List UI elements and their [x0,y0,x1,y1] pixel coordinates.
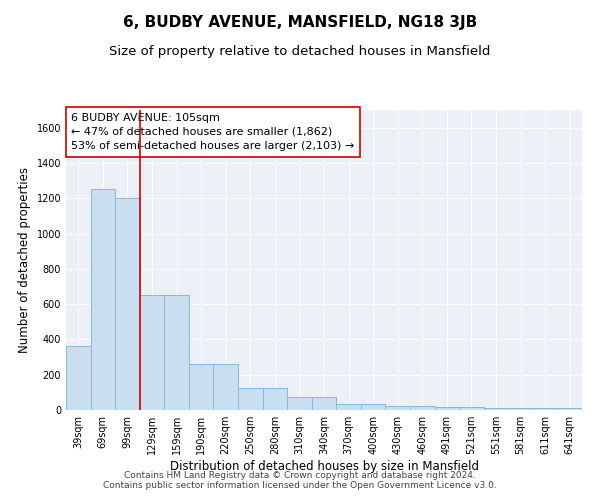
Bar [91,190,115,410]
Bar [189,364,214,410]
Bar [238,388,263,410]
Text: Contains HM Land Registry data © Crown copyright and database right 2024.
Contai: Contains HM Land Registry data © Crown c… [103,470,497,490]
Bar [287,397,312,410]
Bar [459,408,484,410]
Bar [312,397,336,410]
Bar [140,296,164,410]
Bar [410,406,434,410]
Bar [66,346,91,410]
Bar [434,408,459,410]
Bar [263,388,287,410]
Text: 6, BUDBY AVENUE, MANSFIELD, NG18 3JB: 6, BUDBY AVENUE, MANSFIELD, NG18 3JB [123,15,477,30]
Y-axis label: Number of detached properties: Number of detached properties [18,167,31,353]
Bar [115,198,140,410]
Bar [214,364,238,410]
X-axis label: Distribution of detached houses by size in Mansfield: Distribution of detached houses by size … [170,460,479,473]
Text: 6 BUDBY AVENUE: 105sqm
← 47% of detached houses are smaller (1,862)
53% of semi-: 6 BUDBY AVENUE: 105sqm ← 47% of detached… [71,113,355,151]
Bar [484,408,508,410]
Text: Size of property relative to detached houses in Mansfield: Size of property relative to detached ho… [109,45,491,58]
Bar [164,296,189,410]
Bar [508,408,533,410]
Bar [361,404,385,410]
Bar [336,404,361,410]
Bar [533,408,557,410]
Bar [385,406,410,410]
Bar [557,408,582,410]
